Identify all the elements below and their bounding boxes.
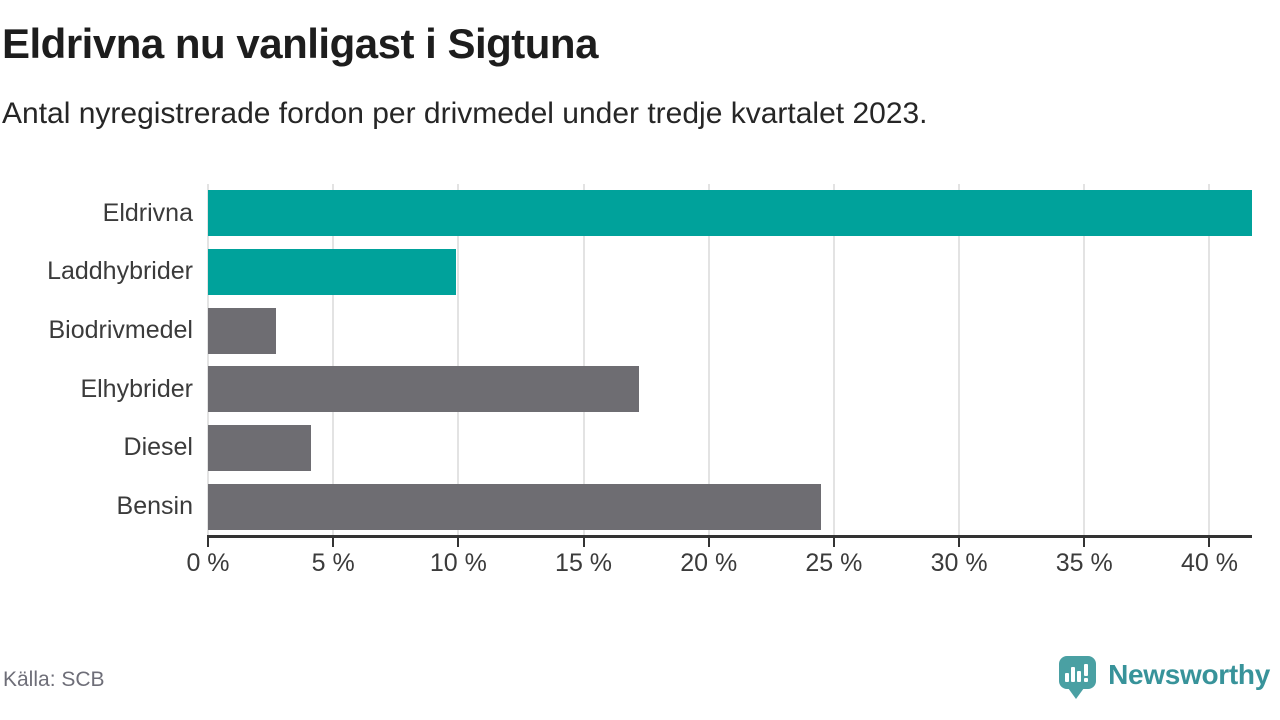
chart-title: Eldrivna nu vanligast i Sigtuna: [2, 20, 598, 67]
x-tick-mark: [1083, 538, 1086, 547]
bar-elhybrider: [208, 366, 639, 413]
bar-biodrivmedel: [208, 307, 276, 354]
x-tick-mark: [457, 538, 460, 547]
exclamation-glyph: [1084, 663, 1089, 682]
y-label-diesel: Diesel: [123, 433, 193, 462]
x-axis-line: [207, 535, 1252, 538]
chart-subtitle: Antal nyregistrerade fordon per drivmede…: [2, 97, 928, 130]
x-tick-label: 10 %: [429, 549, 487, 577]
x-tick-mark: [707, 538, 710, 547]
x-tick-label: 15 %: [555, 549, 613, 577]
x-tick-label: 30 %: [930, 549, 988, 577]
gridline: [332, 184, 335, 536]
gridline: [1083, 184, 1086, 536]
gridline: [1208, 184, 1211, 536]
gridline: [457, 184, 460, 536]
gridline: [582, 184, 585, 536]
x-tick-mark: [958, 538, 961, 547]
x-tick-label: 20 %: [680, 549, 738, 577]
gridline: [958, 184, 961, 536]
speech-bubble-tail: [1068, 687, 1085, 699]
bar-laddhybrider: [208, 249, 456, 295]
x-tick-mark: [1208, 538, 1211, 547]
y-label-eldrivna: Eldrivna: [102, 198, 193, 227]
y-label-elhybrider: Elhybrider: [80, 374, 193, 403]
y-label-laddhybrider: Laddhybrider: [47, 257, 193, 286]
bar-bensin: [208, 483, 822, 530]
y-label-biodrivmedel: Biodrivmedel: [48, 316, 193, 345]
brand-logo: Newsworthy: [1059, 650, 1270, 700]
gridline: [707, 184, 710, 536]
plot-area: [207, 184, 1252, 536]
x-axis-tick-labels: 0 % 5 % 10 % 15 % 20 % 25 % 30 % 35 % 40 %: [186, 549, 1252, 579]
x-tick-mark: [332, 538, 335, 547]
x-tick-mark: [582, 538, 585, 547]
mini-bar-chart-glyph: [1065, 663, 1089, 682]
x-tick-label: 35 %: [1055, 549, 1113, 577]
y-label-bensin: Bensin: [116, 492, 193, 521]
newsworthy-icon: [1059, 655, 1097, 699]
x-tick-label: 25 %: [805, 549, 863, 577]
y-axis-labels: Eldrivna Laddhybrider Biodrivmedel Elhybrid…: [0, 184, 193, 536]
bar-diesel: [208, 425, 311, 471]
gridline: [832, 184, 835, 536]
source-note: Källa: SCB: [3, 668, 105, 691]
x-tick-label: 5 %: [311, 549, 355, 577]
x-tick-mark: [207, 538, 209, 547]
x-tick-mark: [832, 538, 835, 547]
x-axis-ticks: [207, 538, 1252, 548]
bar-eldrivna: [208, 190, 1252, 237]
x-tick-label: 0 %: [186, 549, 230, 577]
gridline: [207, 184, 209, 536]
x-tick-label: 40 %: [1180, 549, 1238, 577]
brand-name: Newsworthy: [1108, 659, 1270, 690]
